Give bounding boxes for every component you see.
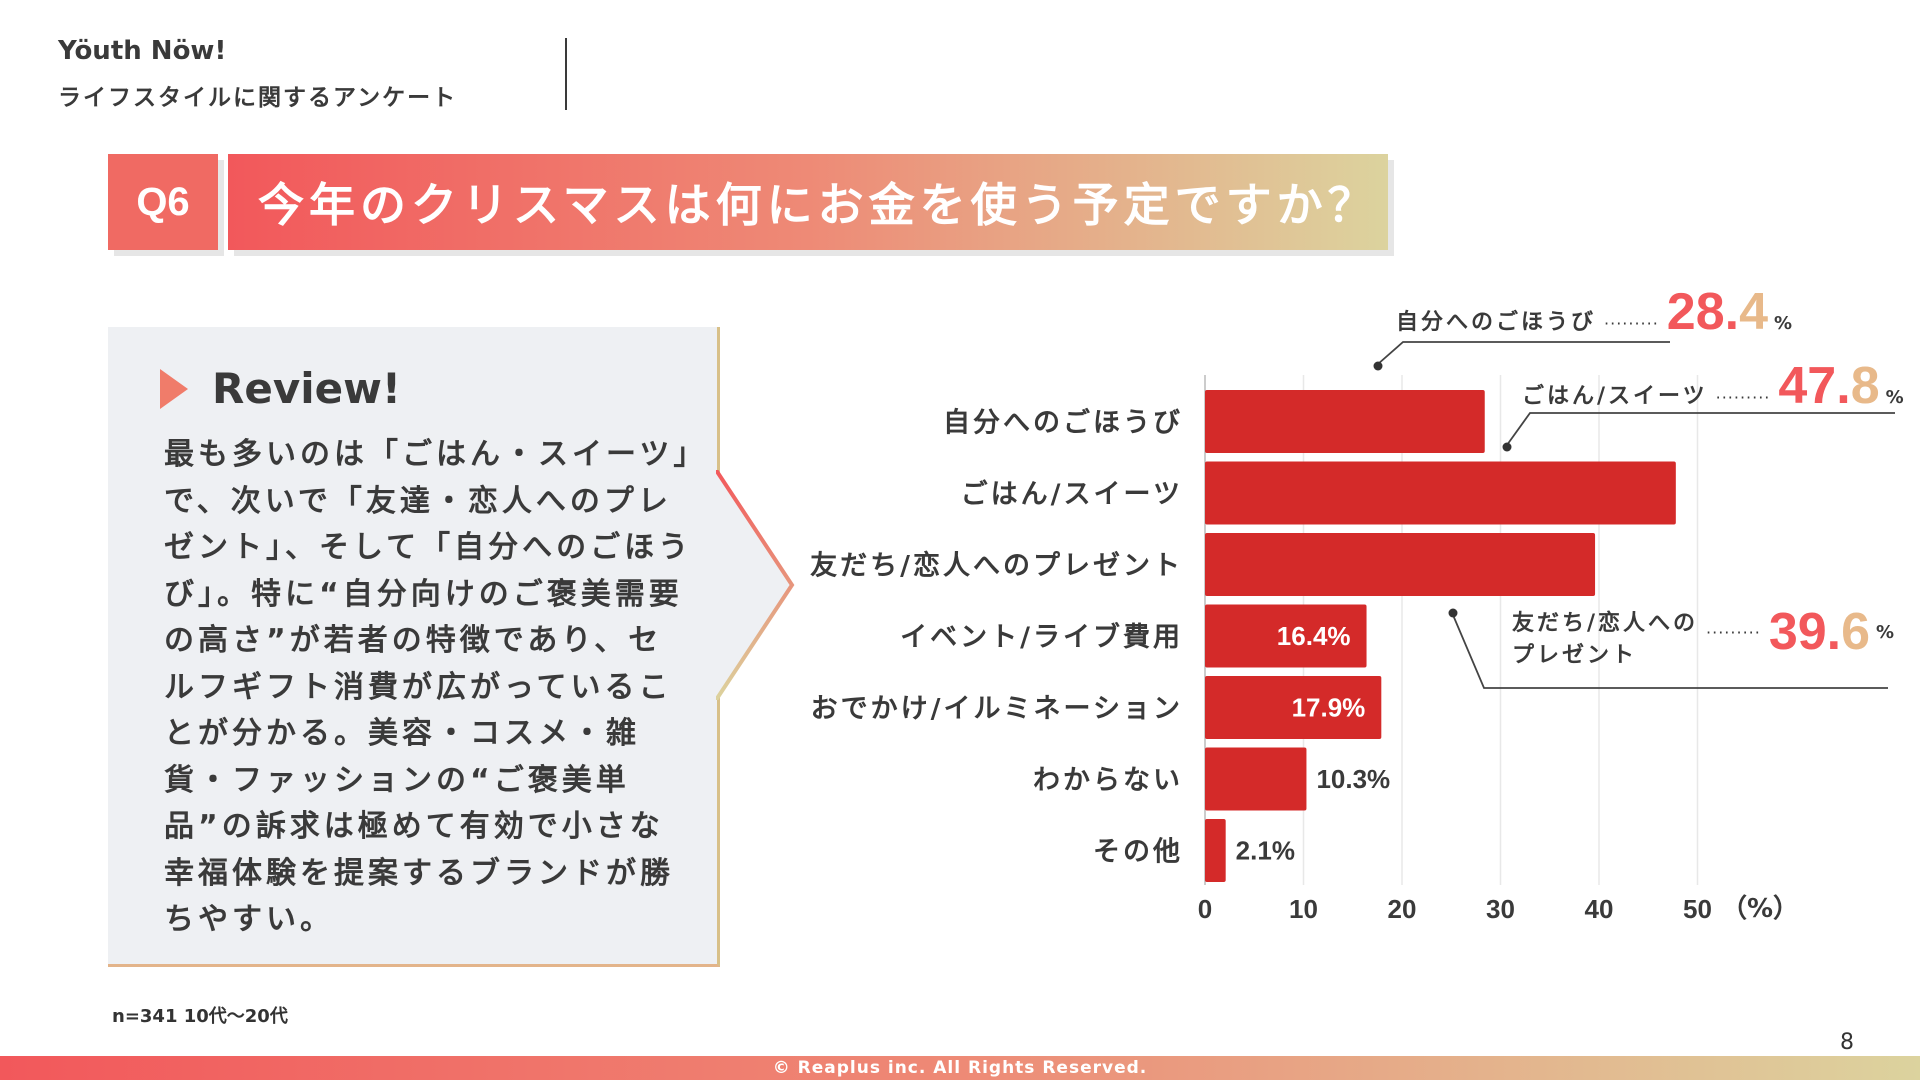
category-label: わからない	[1033, 765, 1183, 796]
callout-label-line2: プレゼント	[1512, 643, 1638, 668]
category-label: その他	[1093, 837, 1183, 868]
callout-label: 自分へのごほうび	[1396, 310, 1597, 335]
page-number: 8	[1840, 1030, 1854, 1055]
callout-unit: %	[1885, 387, 1904, 408]
callout-marker-dot	[1502, 442, 1512, 452]
callout-self-reward: 自分へのごほうび ········· 28.4 %	[1396, 282, 1792, 342]
bar	[1205, 819, 1226, 882]
question-text: 今年のクリスマスは何にお金を使う予定ですか？	[258, 178, 1379, 232]
copyright-text: © Reaplus inc. All Rights Reserved.	[772, 1058, 1148, 1078]
bar	[1205, 747, 1307, 811]
data-label: 17.9%	[1292, 693, 1366, 723]
x-tick-label: 30	[1486, 894, 1515, 924]
brand-logo: Yöuth Nöw!	[58, 36, 227, 66]
category-label: イベント/ライブ費用	[900, 621, 1183, 653]
question-number-badge: Q6	[108, 154, 218, 250]
review-title: Review!	[212, 364, 402, 413]
category-label: ごはん/スイーツ	[961, 478, 1183, 510]
callout-unit: %	[1876, 621, 1895, 643]
footer-bar: © Reaplus inc. All Rights Reserved.	[0, 1056, 1920, 1080]
callout-dots: ·········	[1604, 314, 1659, 333]
callout-unit: %	[1774, 313, 1793, 334]
x-axis-unit: （%）	[1721, 894, 1799, 924]
callout-marker-dot	[1373, 361, 1383, 371]
review-panel	[108, 327, 720, 967]
callout-marker-dot	[1448, 608, 1458, 618]
callout-label-line1: 友だち/恋人への	[1512, 611, 1699, 636]
callout-label: ごはん/スイーツ	[1522, 384, 1708, 409]
callout-leader-line	[1452, 614, 1888, 689]
bar	[1205, 533, 1596, 596]
bar	[1205, 461, 1676, 525]
sample-note: n=341 10代〜20代	[112, 1006, 288, 1027]
x-tick-label: 40	[1585, 894, 1614, 924]
bar	[1205, 604, 1367, 668]
x-tick-label: 20	[1388, 894, 1417, 924]
callout-value: 47.8	[1778, 357, 1880, 415]
callout-label-group: 友だち/恋人への プレゼント	[1512, 608, 1698, 672]
header-divider	[565, 38, 567, 110]
callout-value: 39.6	[1768, 603, 1871, 661]
category-label: 自分へのごほうび	[943, 407, 1183, 439]
x-tick-label: 50	[1683, 894, 1712, 924]
question-number: Q6	[136, 179, 190, 224]
category-label: 友だち/恋人へのプレゼント	[810, 550, 1183, 582]
callout-dots: ·········	[1706, 622, 1761, 642]
data-label: 2.1%	[1236, 836, 1295, 866]
callout-value-group: ········· 39.6 %	[1698, 602, 1894, 662]
play-triangle-icon	[160, 368, 188, 409]
x-tick-label: 10	[1289, 894, 1318, 924]
review-pointer-arrow	[716, 470, 795, 700]
review-header: Review!	[160, 364, 401, 413]
callout-leader-line	[1506, 412, 1895, 446]
review-body: 最も多いのは「ごはん・スイーツ」で、次いで「友達・恋人へのプレゼント」、そして「…	[164, 437, 693, 937]
callout-gift: 友だち/恋人への プレゼント ········· 39.6 %	[1512, 603, 1894, 672]
callout-value: 28.4	[1666, 283, 1769, 341]
callout-dots: ·········	[1715, 388, 1771, 407]
data-label: 16.4%	[1277, 621, 1351, 651]
data-label: 10.3%	[1316, 764, 1390, 794]
bar	[1205, 676, 1382, 739]
callout-leader-line	[1377, 341, 1670, 365]
bar	[1205, 390, 1485, 453]
x-tick-label: 0	[1198, 894, 1212, 924]
category-label: おでかけ/イルミネーション	[811, 694, 1183, 725]
question-banner: 今年のクリスマスは何にお金を使う予定ですか？	[228, 154, 1388, 250]
callout-food-sweets: ごはん/スイーツ ········· 47.8 %	[1522, 356, 1904, 416]
survey-subtitle: ライフスタイルに関するアンケート	[58, 85, 458, 111]
